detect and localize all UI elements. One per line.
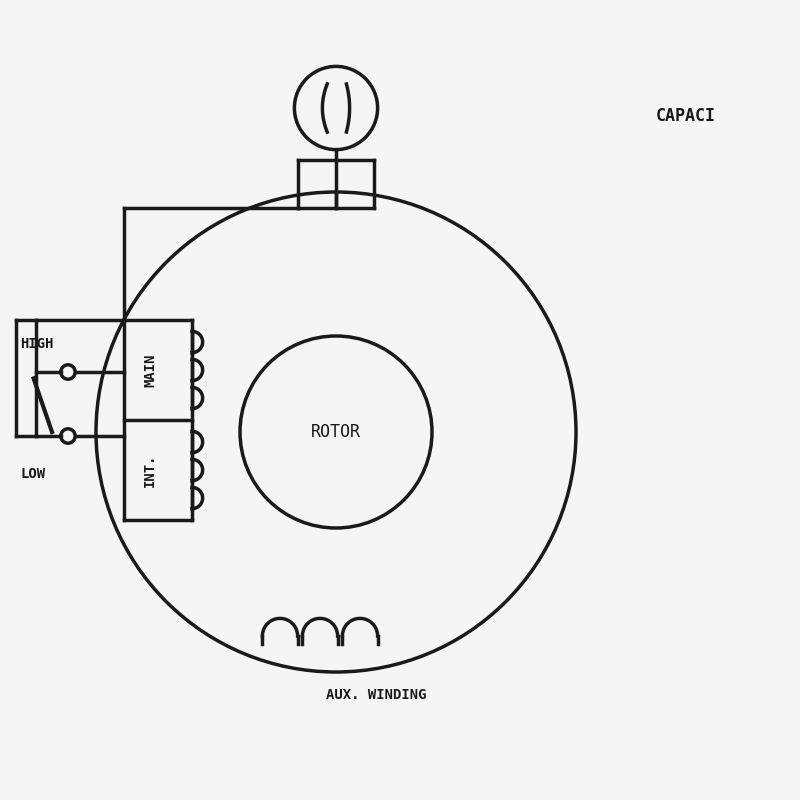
Text: INT.: INT.: [143, 454, 157, 486]
Text: ROTOR: ROTOR: [311, 423, 361, 441]
Text: AUX. WINDING: AUX. WINDING: [326, 688, 426, 702]
Text: LOW: LOW: [20, 467, 45, 482]
Text: CAPACI: CAPACI: [656, 107, 716, 125]
Text: HIGH: HIGH: [20, 337, 54, 351]
Text: MAIN: MAIN: [143, 354, 157, 386]
